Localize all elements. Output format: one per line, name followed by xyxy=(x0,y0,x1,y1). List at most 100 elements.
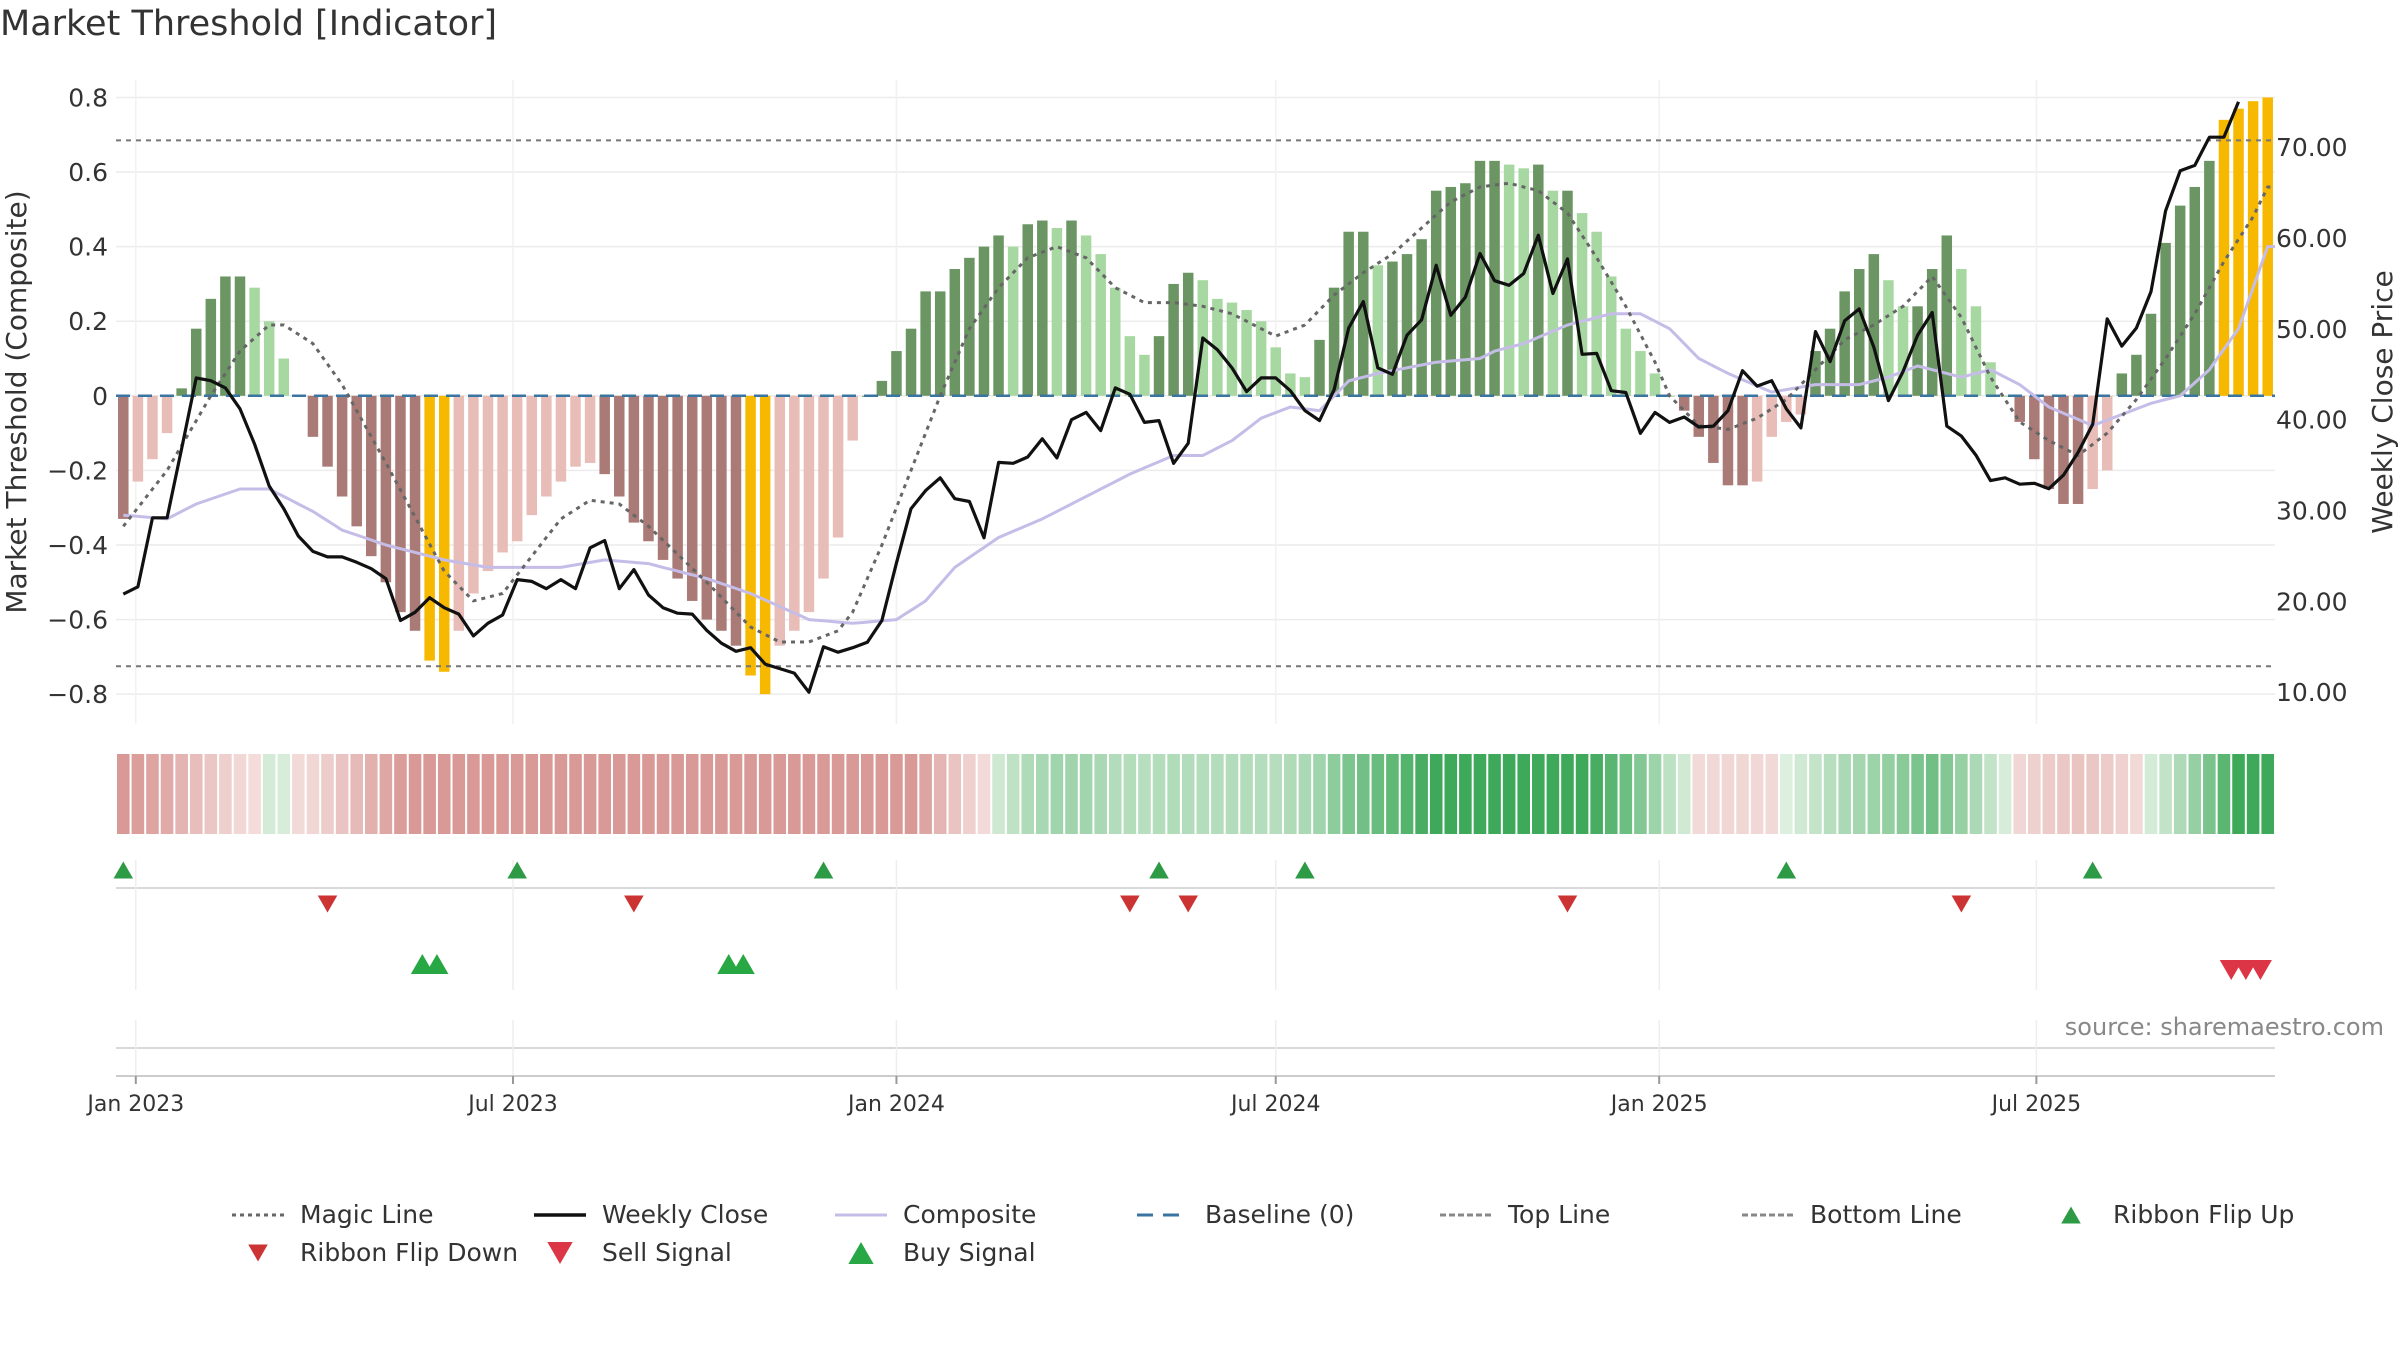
threshold-bar xyxy=(2189,186,2201,396)
threshold-bar xyxy=(1606,276,1617,396)
ribbon-cell xyxy=(1663,754,1676,834)
threshold-bar xyxy=(336,395,348,497)
ribbon-cell xyxy=(1896,754,1910,834)
x-tick-label: Jul 2025 xyxy=(1990,1092,2082,1117)
ribbon-cell xyxy=(2028,754,2041,834)
threshold-bar xyxy=(1007,246,1019,396)
threshold-bar xyxy=(891,351,902,396)
threshold-bar xyxy=(1708,395,1719,463)
ribbon-cell xyxy=(992,754,1005,834)
threshold-bar xyxy=(2218,119,2230,396)
ribbon-cell xyxy=(1065,754,1078,834)
threshold-bar xyxy=(876,380,888,396)
ribbon-cell xyxy=(394,754,407,834)
ribbon-cell xyxy=(2144,754,2158,834)
dashed-line-icon xyxy=(1137,1213,1189,1216)
ribbon-cell xyxy=(1094,754,1107,834)
threshold-bar xyxy=(1430,190,1442,396)
threshold-bar xyxy=(1635,351,1646,396)
ribbon-cell xyxy=(1969,754,1983,834)
ribbon-cell xyxy=(160,754,174,834)
threshold-bar xyxy=(161,395,173,434)
legend-label: Composite xyxy=(903,1200,1037,1229)
ribbon-cell xyxy=(2246,754,2260,834)
threshold-bar xyxy=(1168,283,1179,396)
ribbon-flip-up-marker xyxy=(1776,861,1797,879)
legend-label: Magic Line xyxy=(300,1200,434,1229)
threshold-bar xyxy=(526,395,538,516)
threshold-bar xyxy=(1372,265,1384,396)
threshold-bar xyxy=(147,395,158,460)
histogram-bars xyxy=(118,97,2273,695)
ribbon-cell xyxy=(1590,754,1603,834)
ribbon-cell xyxy=(131,754,145,834)
legend-item: Ribbon Flip Up xyxy=(2043,1200,2294,1229)
ribbon-cell xyxy=(583,754,597,834)
threshold-bar xyxy=(759,395,771,695)
ribbon-flip-up-marker xyxy=(1149,861,1169,879)
ribbon-cell xyxy=(1882,754,1895,834)
threshold-bar xyxy=(1474,160,1486,396)
threshold-bar xyxy=(1533,164,1544,396)
solid-line-icon xyxy=(534,1212,586,1217)
magic-line xyxy=(122,181,2275,644)
ribbon-flip-down-marker xyxy=(1120,895,1140,913)
legend-label: Weekly Close xyxy=(602,1200,769,1229)
threshold-bar xyxy=(468,395,479,594)
threshold-bar xyxy=(1591,231,1602,396)
ribbon-cell xyxy=(204,754,218,834)
ribbon-cell xyxy=(2203,754,2216,834)
threshold-bar xyxy=(1139,354,1150,396)
ribbon-cell xyxy=(612,754,626,834)
ribbon-cell xyxy=(642,754,655,834)
ribbon-flip-up-marker xyxy=(2082,861,2103,879)
legend-label: Top Line xyxy=(1508,1200,1611,1229)
threshold-bar xyxy=(1853,269,1865,396)
threshold-bar xyxy=(993,235,1004,396)
ribbon-flip-down-marker xyxy=(1557,895,1578,913)
ribbon-cell xyxy=(1809,754,1822,834)
threshold-bar xyxy=(132,395,144,482)
threshold-bar xyxy=(1387,261,1398,396)
ribbon-cell xyxy=(1634,754,1647,834)
ribbon-cell xyxy=(1838,754,1851,834)
threshold-bar xyxy=(409,395,421,631)
ribbon-flip-down-marker xyxy=(1951,895,1972,913)
threshold-bar xyxy=(1941,235,1953,396)
ribbon-cell xyxy=(1517,754,1531,834)
ribbon-cell xyxy=(1327,754,1341,834)
legend-item: Magic Line xyxy=(230,1200,434,1229)
threshold-bar xyxy=(424,395,435,661)
threshold-bar xyxy=(1503,164,1515,396)
weekly-close-line xyxy=(122,101,2240,694)
threshold-bar xyxy=(1051,227,1063,396)
threshold-bar xyxy=(1649,373,1661,396)
ribbon-cell xyxy=(846,754,859,834)
ribbon-cell xyxy=(1254,754,1268,834)
ribbon-cell xyxy=(452,754,466,834)
y-tick-label-left: 0.2 xyxy=(68,307,108,336)
chart-title: Market Threshold [Indicator] xyxy=(0,4,498,44)
source-credit: source: sharemaestro.com xyxy=(2064,1013,2384,1041)
ribbon-flip-down-marker xyxy=(1178,895,1198,913)
x-tick-label: Jan 2024 xyxy=(846,1092,945,1117)
threshold-bar xyxy=(1182,272,1194,396)
dotted-line-icon xyxy=(1742,1213,1794,1216)
threshold-bar xyxy=(628,395,640,523)
ribbon-cell xyxy=(1196,754,1210,834)
ribbon-cell xyxy=(1152,754,1166,834)
legend-label: Buy Signal xyxy=(903,1238,1036,1267)
threshold-bar xyxy=(190,328,202,396)
ribbon-cell xyxy=(1167,754,1180,834)
ribbon-cell xyxy=(1240,754,1253,834)
ribbon-cell xyxy=(1925,754,1939,834)
threshold-bar xyxy=(2160,242,2171,396)
threshold-bar xyxy=(2233,108,2244,396)
threshold-bar xyxy=(847,395,858,441)
ribbon-cell xyxy=(656,754,670,834)
threshold-bar xyxy=(2204,160,2215,396)
threshold-bar xyxy=(672,395,683,579)
ribbon-cell xyxy=(1211,754,1224,834)
ribbon-cell xyxy=(1780,754,1793,834)
ribbon-cell xyxy=(2057,754,2070,834)
